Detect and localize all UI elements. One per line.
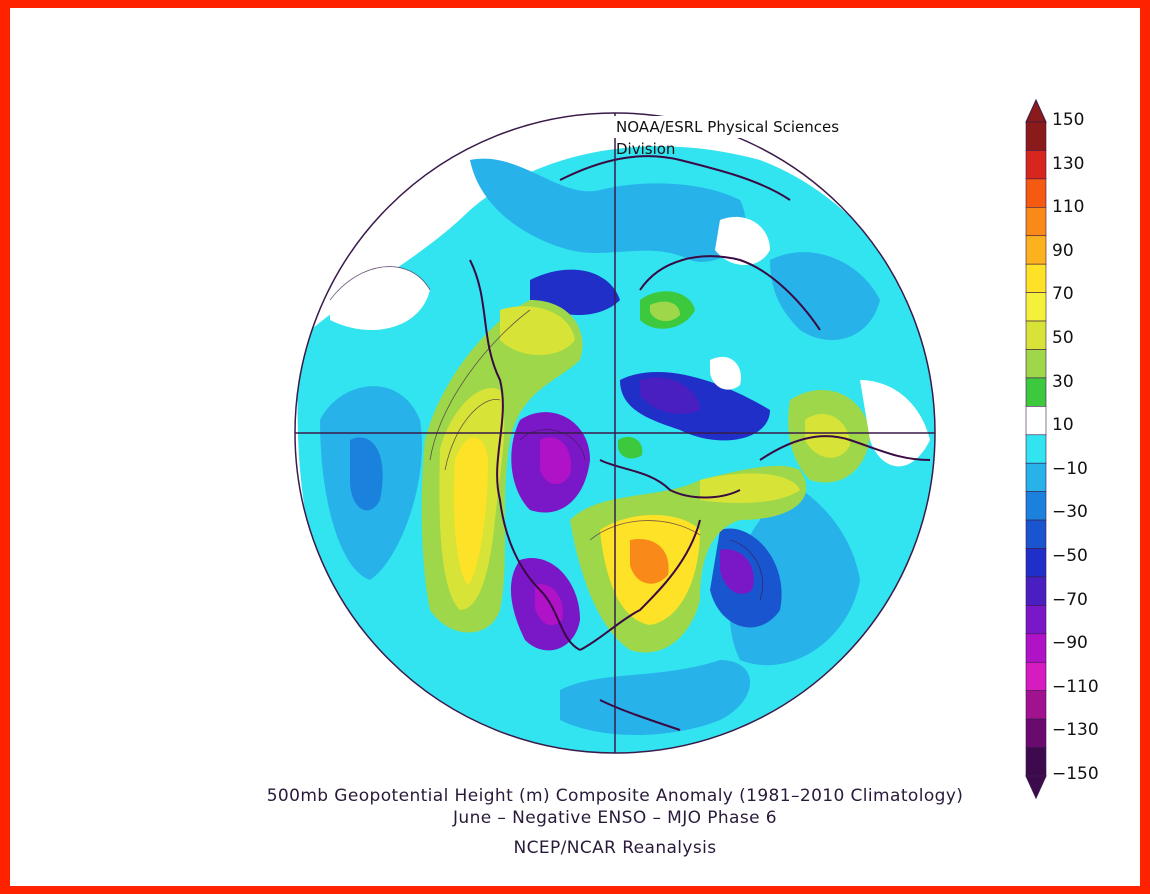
colorbar-swatch [1025,349,1047,379]
colorbar-tick-label: −50 [1052,546,1088,566]
colorbar-swatch [1025,178,1047,208]
colorbar-swatch [1025,491,1047,521]
colorbar-swatch [1025,235,1047,265]
caption-line-2: June – Negative ENSO – MJO Phase 6 [452,808,777,828]
colorbar-tick-label: −110 [1052,676,1099,697]
colorbar-swatch [1025,690,1047,720]
colorbar-swatch [1025,462,1047,492]
colorbar-tick-label: 90 [1052,240,1074,261]
colorbar-swatch [1025,576,1047,606]
colorbar-tick-label: −150 [1052,764,1099,784]
credit-label: NOAA/ESRL Physical Sciences Division [590,116,886,158]
colorbar-tick-label: −130 [1052,720,1099,741]
colorbar-tick-label: −70 [1052,589,1088,610]
colorbar-bottom-arrow [1025,775,1047,800]
colorbar-swatch [1025,150,1047,180]
colorbar-tick-label: 150 [1052,110,1085,130]
colorbar-swatch [1025,320,1047,350]
colorbar-tick-label: −30 [1052,502,1088,523]
colorbar-swatch [1025,661,1047,691]
colorbar-tick-label: 50 [1052,328,1074,348]
colorbar-swatch [1025,263,1047,293]
caption-line-1: 500mb Geopotential Height (m) Composite … [266,786,964,806]
colorbar-swatch [1025,633,1047,663]
colorbar [1025,98,1047,800]
colorbar-swatch [1025,377,1047,407]
colorbar-tick-label: 30 [1052,371,1074,392]
caption-line-3: NCEP/NCAR Reanalysis [513,838,717,858]
colorbar-swatch [1025,605,1047,635]
colorbar-tick-label: 130 [1052,153,1085,174]
colorbar-top-arrow [1025,98,1047,123]
colorbar-swatch [1025,519,1047,549]
colorbar-swatch [1025,406,1047,436]
colorbar-swatch [1025,292,1047,322]
colorbar-swatch [1025,434,1047,464]
colorbar-swatch [1025,121,1047,151]
colorbar-swatch [1025,207,1047,237]
colorbar-tick-label: 10 [1052,415,1074,436]
colorbar-swatch [1025,747,1047,777]
colorbar-tick-label: −10 [1052,458,1088,479]
colorbar-tick-label: 70 [1052,284,1074,305]
colorbar-tick-label: 110 [1052,197,1085,218]
colorbar-swatch [1025,548,1047,578]
colorbar-swatch [1025,718,1047,748]
colorbar-tick-label: −90 [1052,633,1088,654]
